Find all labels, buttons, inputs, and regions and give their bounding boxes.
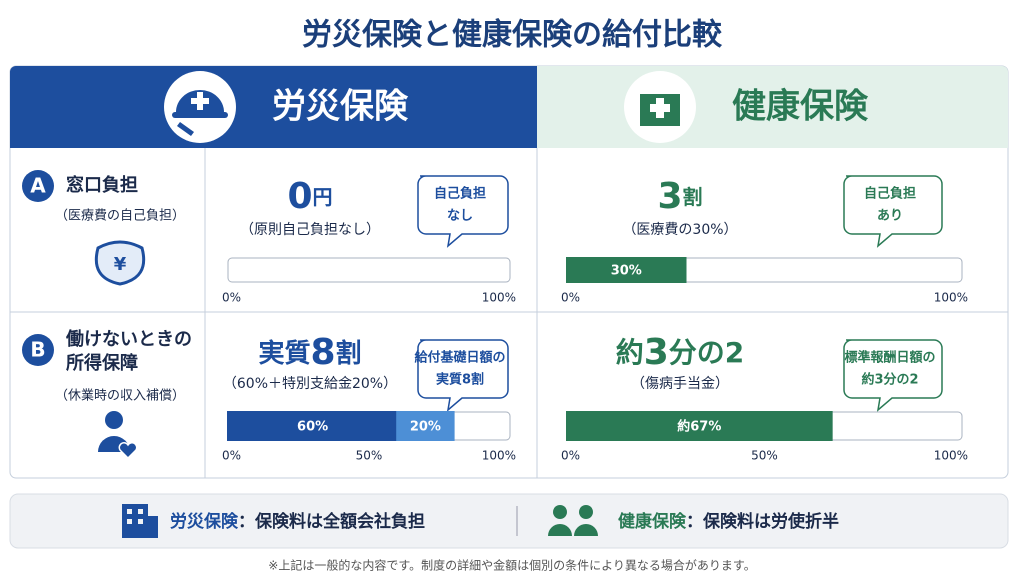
footer-text: ：保険料は全額会社負担 <box>238 511 425 532</box>
main-value: 3割 <box>657 176 702 217</box>
building-icon <box>122 504 158 538</box>
helmet-icon <box>164 71 236 143</box>
tick-label: 100% <box>482 449 516 463</box>
tick-label: 100% <box>934 291 968 305</box>
main-prefix: 実質 <box>258 338 310 369</box>
bubble-text: あり <box>877 209 903 224</box>
column-header: 健康保険 <box>732 87 869 127</box>
segment-label: 約67% <box>677 419 721 435</box>
main-unit: 割 <box>683 185 703 209</box>
person-icon <box>98 411 138 460</box>
main-number: 3 <box>644 332 669 373</box>
column-header: 労災保険 <box>272 87 409 127</box>
bubble-text: 自己負担 <box>864 186 916 202</box>
footer-item: 労災保険：保険料は全額会社負担 <box>170 511 425 532</box>
row-label: 働けないときの <box>65 328 192 350</box>
row-sublabel: （医療費の自己負担） <box>55 209 185 224</box>
tick-label: 0% <box>561 291 580 305</box>
tick-label: 50% <box>751 449 778 463</box>
footer-text: ：保険料は労使折半 <box>686 511 839 532</box>
main-unit: 分の2 <box>669 336 744 369</box>
bubble-text: 実質8割 <box>436 372 484 388</box>
main-number: 0 <box>287 176 312 217</box>
speech-bubble <box>417 175 509 248</box>
row-label: 窓口負担 <box>66 174 138 196</box>
row-sublabel: （休業時の収入補償） <box>55 388 185 404</box>
note: ※上記は一般的な内容です。制度の詳細や金額は個別の条件により異なる場合があります… <box>268 558 755 573</box>
main-sub: （傷病手当金） <box>631 376 729 392</box>
tick-label: 100% <box>934 449 968 463</box>
main-unit: 割 <box>336 338 362 369</box>
bubble-text: 標準報酬日額の <box>844 350 935 366</box>
tick-label: 100% <box>482 291 516 305</box>
speech-bubble <box>843 175 943 248</box>
bar-segment <box>566 257 687 283</box>
row-badge-letter: A <box>30 174 46 198</box>
tick-label: 0% <box>222 449 241 463</box>
segment-label: 60% <box>297 420 328 435</box>
yen-sign: ¥ <box>114 254 127 275</box>
row-label: 所得保障 <box>66 352 138 374</box>
footer-item: 健康保険：保険料は労使折半 <box>618 511 839 532</box>
footer-name: 健康保険 <box>618 511 687 532</box>
main-number: 8 <box>310 332 335 373</box>
tick-label: 50% <box>356 449 383 463</box>
tick-label: 0% <box>222 291 241 305</box>
bubble-text: なし <box>447 209 473 224</box>
main-sub: （原則自己負担なし） <box>240 222 380 238</box>
row-badge <box>22 170 54 202</box>
bar-track <box>227 257 511 283</box>
main-value: 約3分の2 <box>616 332 745 373</box>
page-title: 労災保険と健康保険の給付比較 <box>302 18 723 53</box>
tick-label: 0% <box>561 449 580 463</box>
main-sub: （医療費の30%） <box>622 221 737 238</box>
speech-bubble <box>417 339 509 412</box>
main-number: 3 <box>657 176 682 217</box>
footer-box <box>9 493 1009 549</box>
main-unit: 円 <box>313 185 333 209</box>
header-left <box>10 66 537 148</box>
segment-label: 20% <box>410 420 441 435</box>
purse-body <box>94 240 146 286</box>
bar-segment <box>227 411 399 441</box>
person-head <box>105 411 123 429</box>
main-sub: （60%＋特別支給金20%） <box>223 376 397 392</box>
main-prefix: 約 <box>616 336 644 369</box>
row-badge-letter: B <box>30 338 45 362</box>
people-icon <box>548 505 598 536</box>
segment-label: 30% <box>611 264 642 279</box>
hospital-icon <box>624 71 696 143</box>
bubble-text: 給付基礎日額の <box>414 350 505 366</box>
bubble-text: 約3分の2 <box>861 372 918 388</box>
footer-name: 労災保険 <box>170 511 239 532</box>
bar-segment <box>396 411 455 441</box>
main-value: 実質8割 <box>258 332 361 373</box>
bar-segment <box>566 411 833 441</box>
heart <box>118 442 138 460</box>
row-badge <box>22 334 54 366</box>
speech-bubble <box>843 339 943 412</box>
main-value: 0円 <box>287 176 332 217</box>
bubble-text: 自己負担 <box>434 186 486 202</box>
purse-icon: ¥ <box>94 240 146 286</box>
